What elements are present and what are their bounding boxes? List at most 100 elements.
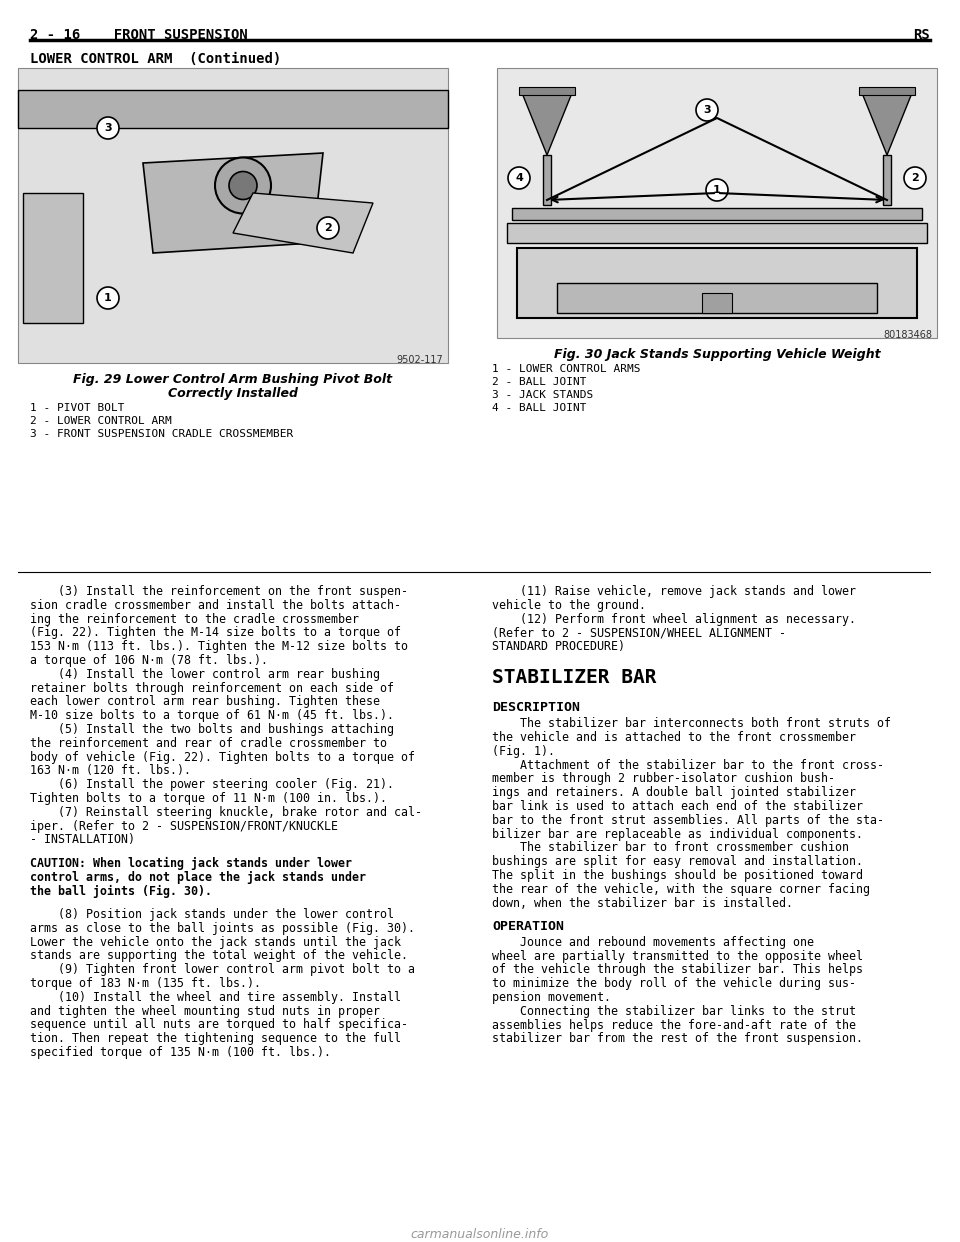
Circle shape <box>317 217 339 238</box>
Text: ings and retainers. A double ball jointed stabilizer: ings and retainers. A double ball jointe… <box>492 786 856 799</box>
Text: the reinforcement and rear of cradle crossmember to: the reinforcement and rear of cradle cro… <box>30 737 387 750</box>
Text: (5) Install the two bolts and bushings attaching: (5) Install the two bolts and bushings a… <box>30 723 394 737</box>
Text: stands are supporting the total weight of the vehicle.: stands are supporting the total weight o… <box>30 949 408 963</box>
Text: vehicle to the ground.: vehicle to the ground. <box>492 599 646 612</box>
Polygon shape <box>862 93 912 155</box>
Text: the vehicle and is attached to the front crossmember: the vehicle and is attached to the front… <box>492 732 856 744</box>
Text: (11) Raise vehicle, remove jack stands and lower: (11) Raise vehicle, remove jack stands a… <box>492 585 856 597</box>
Text: 3: 3 <box>105 123 111 133</box>
Text: and tighten the wheel mounting stud nuts in proper: and tighten the wheel mounting stud nuts… <box>30 1005 380 1017</box>
Text: The split in the bushings should be positioned toward: The split in the bushings should be posi… <box>492 869 863 882</box>
Text: 4: 4 <box>516 173 523 183</box>
Bar <box>23 193 83 323</box>
Text: Correctly Installed: Correctly Installed <box>168 388 298 400</box>
Text: (10) Install the wheel and tire assembly. Install: (10) Install the wheel and tire assembly… <box>30 991 401 1004</box>
Bar <box>543 155 551 205</box>
Text: pension movement.: pension movement. <box>492 991 611 1004</box>
Text: torque of 183 N·m (135 ft. lbs.).: torque of 183 N·m (135 ft. lbs.). <box>30 977 261 990</box>
Polygon shape <box>233 193 373 253</box>
Text: body of vehicle (Fig. 22). Tighten bolts to a torque of: body of vehicle (Fig. 22). Tighten bolts… <box>30 750 415 764</box>
Circle shape <box>215 158 271 214</box>
Text: (12) Perform front wheel alignment as necessary.: (12) Perform front wheel alignment as ne… <box>492 612 856 626</box>
Text: carmanualsonline.info: carmanualsonline.info <box>411 1228 549 1241</box>
Text: 4 - BALL JOINT: 4 - BALL JOINT <box>492 402 587 414</box>
Text: iper. (Refer to 2 - SUSPENSION/FRONT/KNUCKLE: iper. (Refer to 2 - SUSPENSION/FRONT/KNU… <box>30 820 338 832</box>
Text: 3: 3 <box>703 106 710 116</box>
Text: Fig. 29 Lower Control Arm Bushing Pivot Bolt: Fig. 29 Lower Control Arm Bushing Pivot … <box>73 373 393 386</box>
Text: 3 - JACK STANDS: 3 - JACK STANDS <box>492 390 593 400</box>
Text: stabilizer bar from the rest of the front suspension.: stabilizer bar from the rest of the fron… <box>492 1032 863 1046</box>
Polygon shape <box>143 153 323 253</box>
Text: 2: 2 <box>911 173 919 183</box>
Bar <box>702 293 732 313</box>
Text: DESCRIPTION: DESCRIPTION <box>492 702 580 714</box>
Text: 1: 1 <box>104 293 112 303</box>
Text: (Fig. 22). Tighten the M-14 size bolts to a torque of: (Fig. 22). Tighten the M-14 size bolts t… <box>30 626 401 640</box>
Text: control arms, do not place the jack stands under: control arms, do not place the jack stan… <box>30 871 366 883</box>
Text: Attachment of the stabilizer bar to the front cross-: Attachment of the stabilizer bar to the … <box>492 759 884 771</box>
Text: tion. Then repeat the tightening sequence to the full: tion. Then repeat the tightening sequenc… <box>30 1032 401 1045</box>
Text: 163 N·m (120 ft. lbs.).: 163 N·m (120 ft. lbs.). <box>30 764 191 777</box>
Text: 153 N·m (113 ft. lbs.). Tighten the M-12 size bolts to: 153 N·m (113 ft. lbs.). Tighten the M-12… <box>30 640 408 653</box>
Text: 1: 1 <box>713 185 721 195</box>
Text: Fig. 30 Jack Stands Supporting Vehicle Weight: Fig. 30 Jack Stands Supporting Vehicle W… <box>554 348 880 361</box>
Text: bar to the front strut assemblies. All parts of the sta-: bar to the front strut assemblies. All p… <box>492 814 884 827</box>
Text: 2: 2 <box>324 224 332 233</box>
Text: assemblies helps reduce the fore-and-aft rate of the: assemblies helps reduce the fore-and-aft… <box>492 1018 856 1032</box>
Text: (Refer to 2 - SUSPENSION/WHEEL ALIGNMENT -: (Refer to 2 - SUSPENSION/WHEEL ALIGNMENT… <box>492 626 786 640</box>
Text: each lower control arm rear bushing. Tighten these: each lower control arm rear bushing. Tig… <box>30 696 380 708</box>
Text: 80183468: 80183468 <box>883 330 932 340</box>
Text: retainer bolts through reinforcement on each side of: retainer bolts through reinforcement on … <box>30 682 394 694</box>
Text: to minimize the body roll of the vehicle during sus-: to minimize the body roll of the vehicle… <box>492 977 856 990</box>
Circle shape <box>229 171 257 200</box>
Text: 1 - PIVOT BOLT: 1 - PIVOT BOLT <box>30 402 125 414</box>
Text: 2 - BALL JOINT: 2 - BALL JOINT <box>492 378 587 388</box>
Text: LOWER CONTROL ARM  (Continued): LOWER CONTROL ARM (Continued) <box>30 52 281 66</box>
Circle shape <box>508 166 530 189</box>
Text: - INSTALLATION): - INSTALLATION) <box>30 833 135 846</box>
Text: RS: RS <box>913 29 930 42</box>
Text: STANDARD PROCEDURE): STANDARD PROCEDURE) <box>492 640 625 653</box>
Bar <box>519 87 575 94</box>
Text: bushings are split for easy removal and installation.: bushings are split for easy removal and … <box>492 856 863 868</box>
Text: The stabilizer bar interconnects both front struts of: The stabilizer bar interconnects both fr… <box>492 717 891 730</box>
Bar <box>507 224 927 243</box>
Text: Lower the vehicle onto the jack stands until the jack: Lower the vehicle onto the jack stands u… <box>30 935 401 949</box>
Text: OPERATION: OPERATION <box>492 920 564 933</box>
Text: bar link is used to attach each end of the stabilizer: bar link is used to attach each end of t… <box>492 800 863 814</box>
Text: wheel are partially transmitted to the opposite wheel: wheel are partially transmitted to the o… <box>492 950 863 963</box>
Polygon shape <box>522 93 572 155</box>
Text: ing the reinforcement to the cradle crossmember: ing the reinforcement to the cradle cros… <box>30 612 359 626</box>
Text: (9) Tighten front lower control arm pivot bolt to a: (9) Tighten front lower control arm pivo… <box>30 963 415 976</box>
Bar <box>883 155 891 205</box>
Text: specified torque of 135 N·m (100 ft. lbs.).: specified torque of 135 N·m (100 ft. lbs… <box>30 1046 331 1059</box>
Text: (3) Install the reinforcement on the front suspen-: (3) Install the reinforcement on the fro… <box>30 585 408 597</box>
Text: the rear of the vehicle, with the square corner facing: the rear of the vehicle, with the square… <box>492 883 870 895</box>
Text: sequence until all nuts are torqued to half specifica-: sequence until all nuts are torqued to h… <box>30 1018 408 1031</box>
Bar <box>512 207 922 220</box>
Text: Jounce and rebound movements affecting one: Jounce and rebound movements affecting o… <box>492 935 814 949</box>
Text: (7) Reinstall steering knuckle, brake rotor and cal-: (7) Reinstall steering knuckle, brake ro… <box>30 806 422 818</box>
Bar <box>859 87 915 94</box>
Text: 2 - 16    FRONT SUSPENSION: 2 - 16 FRONT SUSPENSION <box>30 29 248 42</box>
Text: 2 - LOWER CONTROL ARM: 2 - LOWER CONTROL ARM <box>30 416 172 426</box>
Text: (Fig. 1).: (Fig. 1). <box>492 745 555 758</box>
Bar <box>18 68 448 363</box>
Text: the ball joints (Fig. 30).: the ball joints (Fig. 30). <box>30 884 212 898</box>
Bar <box>497 68 937 338</box>
Circle shape <box>706 179 728 201</box>
Circle shape <box>904 166 926 189</box>
Text: M-10 size bolts to a torque of 61 N·m (45 ft. lbs.).: M-10 size bolts to a torque of 61 N·m (4… <box>30 709 394 722</box>
Text: sion cradle crossmember and install the bolts attach-: sion cradle crossmember and install the … <box>30 599 401 612</box>
Text: member is through 2 rubber-isolator cushion bush-: member is through 2 rubber-isolator cush… <box>492 773 835 785</box>
Text: arms as close to the ball joints as possible (Fig. 30).: arms as close to the ball joints as poss… <box>30 922 415 935</box>
Circle shape <box>97 287 119 309</box>
Text: 1 - LOWER CONTROL ARMS: 1 - LOWER CONTROL ARMS <box>492 364 640 374</box>
Circle shape <box>696 99 718 120</box>
Text: a torque of 106 N·m (78 ft. lbs.).: a torque of 106 N·m (78 ft. lbs.). <box>30 655 268 667</box>
Text: bilizer bar are replaceable as individual components.: bilizer bar are replaceable as individua… <box>492 827 863 841</box>
Text: 3 - FRONT SUSPENSION CRADLE CROSSMEMBER: 3 - FRONT SUSPENSION CRADLE CROSSMEMBER <box>30 428 293 438</box>
Bar <box>18 89 448 128</box>
Text: Tighten bolts to a torque of 11 N·m (100 in. lbs.).: Tighten bolts to a torque of 11 N·m (100… <box>30 792 387 805</box>
Text: (4) Install the lower control arm rear bushing: (4) Install the lower control arm rear b… <box>30 668 380 681</box>
